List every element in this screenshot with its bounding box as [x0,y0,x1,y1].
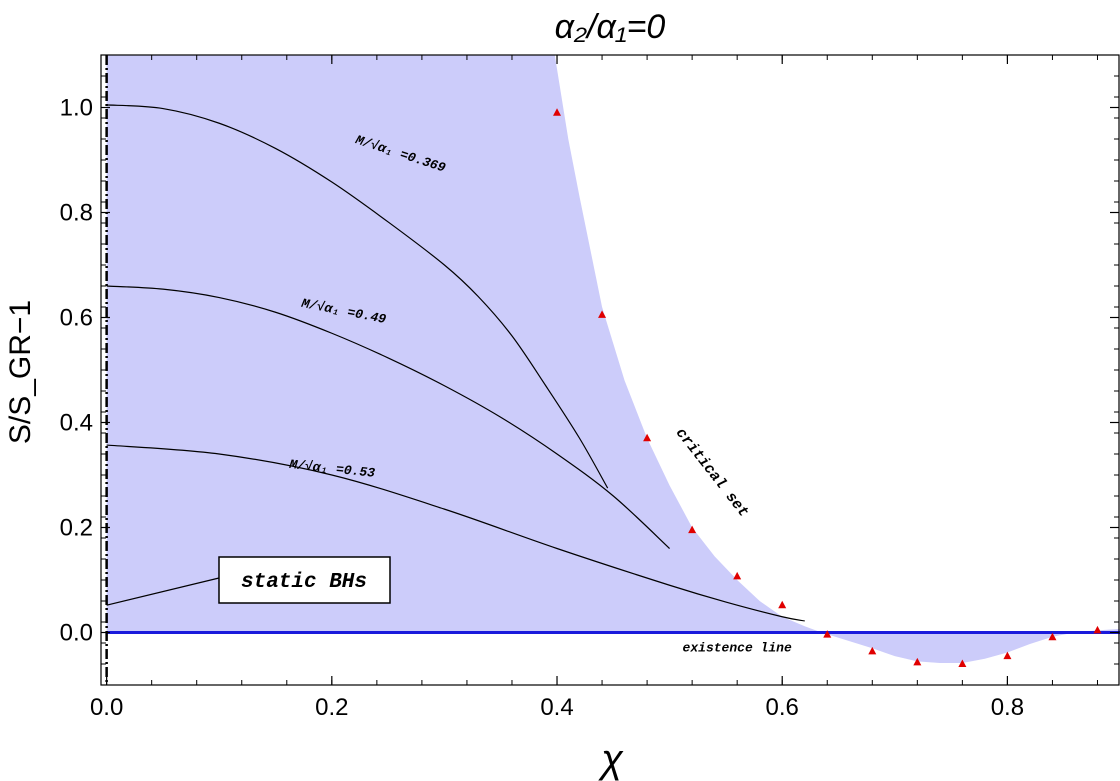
y-tick-label-2: 0.4 [60,410,93,437]
series-line-0 [106,104,609,489]
critical-point-5 [778,600,787,609]
x-axis-label: χ [598,737,624,781]
critical-point-4 [733,571,742,580]
existence-region [106,55,1120,663]
ticks-layer: 0.0 0.2 0.4 0.6 0.8 0.0 0.2 0.4 0.6 0.8 1.0 [60,54,1119,721]
y-tick-label-3: 0.6 [60,305,93,332]
static-bhs-connector [106,577,220,606]
critical-point-12 [1093,625,1102,634]
critical-point-9 [958,659,967,667]
critical-point-1 [598,310,607,318]
series-line-1 [106,285,671,549]
y-tick-label-0: 0.0 [60,620,93,647]
y-axis-label: S/S_GR−1 [4,300,37,444]
critical-point-11 [1048,632,1057,641]
critical-point-8 [913,657,922,666]
critical-point-2 [643,433,652,442]
markers-layer [553,108,1102,667]
critical-point-6 [823,630,832,638]
critical-point-10 [1003,651,1012,660]
x-tick-label-1: 0.2 [315,694,348,721]
x-tick-label-4: 0.8 [991,694,1024,721]
critical-point-3 [688,525,697,534]
x-tick-label-3: 0.6 [766,694,799,721]
series-line-2 [106,444,805,622]
curves-layer [106,104,805,622]
critical-point-7 [868,646,877,655]
static-bhs-box [218,556,391,604]
plot-area [105,55,1120,685]
critical-point-0 [553,108,562,116]
x-tick-label-0: 0.0 [90,694,123,721]
y-tick-label-4: 0.8 [60,200,93,227]
x-tick-label-2: 0.4 [540,694,573,721]
chart-title: α₂/α₁=0 [555,8,666,46]
existence-line-label: existence line [683,640,792,655]
y-tick-label-1: 0.2 [60,515,93,542]
y-tick-label-5: 1.0 [60,95,93,122]
static-bhs-label: static BHs [241,571,367,594]
critical-set-label: critical set [672,425,752,521]
